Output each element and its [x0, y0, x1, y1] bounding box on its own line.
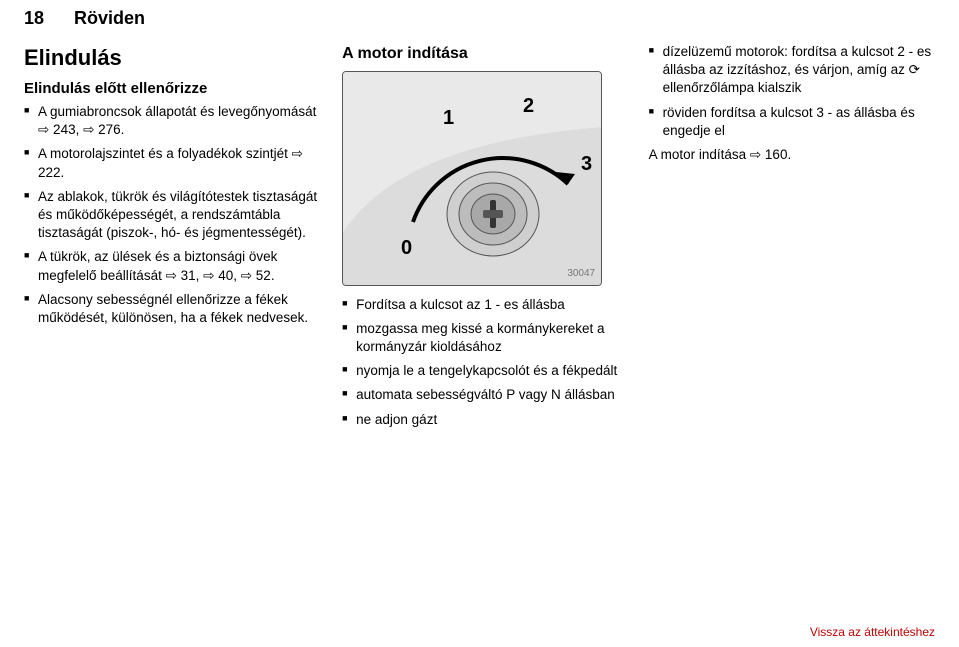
col1-list: A gumiabroncsok állapotát és levegőnyomá… [24, 103, 322, 327]
column-middle: A motor indítása 0 1 2 3 3 [342, 43, 628, 435]
list-item: dízelüzemű motorok: fordítsa a kulcsot 2… [649, 43, 935, 98]
list-item: Az ablakok, tükrök és világítótestek tis… [24, 188, 322, 243]
list-item: automata sebességváltó P vagy N állásban [342, 386, 628, 404]
back-link[interactable]: Vissza az áttekintéshez [810, 625, 935, 639]
list-item: Alacsony sebességnél ellenőrizze a fékek… [24, 291, 322, 327]
col2-title: A motor indítása [342, 43, 628, 65]
column-right: dízelüzemű motorok: fordítsa a kulcsot 2… [649, 43, 935, 435]
section-title: Röviden [74, 8, 145, 28]
ignition-figure: 0 1 2 3 30047 [342, 71, 602, 286]
fig-label-2: 2 [523, 95, 534, 117]
fig-label-0: 0 [401, 237, 412, 259]
list-item: mozgassa meg kissé a kormánykereket a ko… [342, 320, 628, 356]
col1-subtitle: Elindulás előtt ellenőrizze [24, 79, 322, 99]
col3-list: dízelüzemű motorok: fordítsa a kulcsot 2… [649, 43, 935, 140]
list-item: röviden fordítsa a kulcsot 3 - as állásb… [649, 104, 935, 140]
list-item: Fordítsa a kulcsot az 1 - es állásba [342, 296, 628, 314]
list-item: A motorolajszintet és a folyadékok szint… [24, 145, 322, 181]
column-left: Elindulás Elindulás előtt ellenőrizze A … [24, 43, 322, 435]
col2-list: Fordítsa a kulcsot az 1 - es állásba moz… [342, 296, 628, 429]
list-item: ne adjon gázt [342, 411, 628, 429]
list-item: A gumiabroncsok állapotát és levegőnyomá… [24, 103, 322, 139]
list-item: A tükrök, az ülések és a biztonsági övek… [24, 248, 322, 284]
page-number: 18 [24, 8, 44, 28]
col3-tail: A motor indítása ⇨ 160. [649, 146, 935, 164]
fig-label-1: 1 [443, 107, 454, 129]
list-item: nyomja le a tengelykapcsolót és a fékped… [342, 362, 628, 380]
col1-title: Elindulás [24, 43, 322, 73]
fig-label-3: 3 [581, 153, 592, 175]
figure-code: 30047 [567, 267, 595, 281]
ignition-svg: 0 1 2 3 [343, 72, 602, 286]
